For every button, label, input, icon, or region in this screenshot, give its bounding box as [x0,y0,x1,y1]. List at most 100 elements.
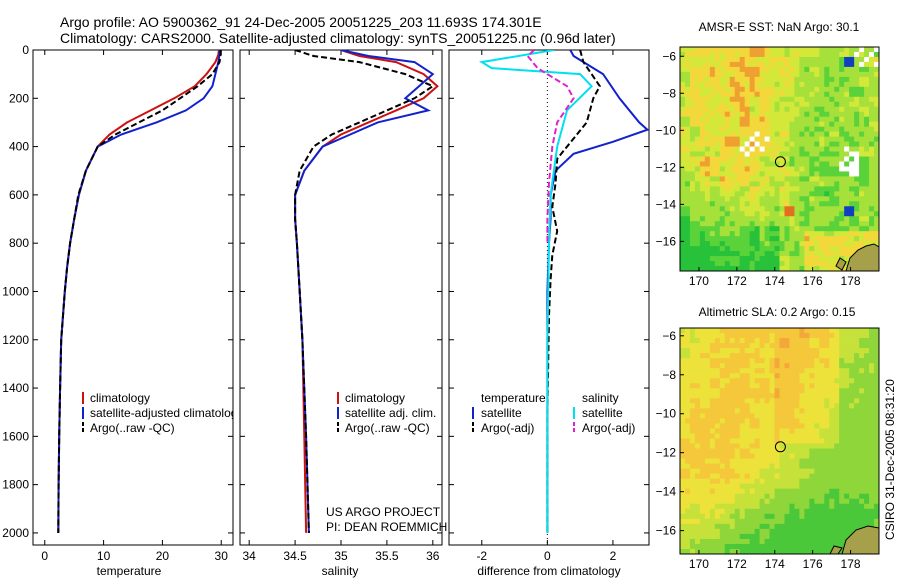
heatmap-cell [784,116,790,123]
heatmap-cell [814,513,820,520]
heatmap-cell [809,523,815,530]
heatmap-cell [749,251,756,257]
heatmap-cell [764,538,770,545]
heatmap-cell [739,141,746,147]
heatmap-cell [809,261,815,267]
heatmap-cell [759,131,765,137]
heatmap-cell [864,423,870,429]
heatmap-cell [719,47,726,53]
heatmap-cell [764,66,770,73]
heatmap-cell [859,438,865,444]
heatmap-cell [764,166,770,172]
heatmap-cell [839,448,845,454]
heatmap-cell [694,216,701,222]
heatmap-cell [714,186,721,192]
heatmap-cell [719,211,726,217]
heatmap-cell [689,196,696,202]
heatmap-cell [799,261,805,267]
heatmap-cell [804,513,810,520]
heatmap-cell [814,236,820,242]
heatmap-cell [744,348,751,354]
heatmap-cell [804,121,810,128]
heatmap-cell [714,136,721,142]
sla-map-panel: Altimetric SLA: 0.2 Argo: 0.15 170 172 174… [656,305,880,571]
heatmap-cell [684,151,691,157]
heatmap-cell [779,81,785,88]
heatmap-cell [774,543,780,550]
heatmap-cell [689,523,696,530]
heatmap-cell [869,423,875,429]
heatmap-cell [854,61,860,68]
heatmap-cell [684,508,691,515]
heatmap-cell [774,106,780,113]
heatmap-cell [804,468,810,475]
heatmap-cell [769,256,775,262]
heatmap-cell [874,191,879,197]
heatmap-cell [739,126,746,133]
heatmap-cell [754,161,761,167]
heatmap-cell [744,146,751,152]
heatmap-cell [769,266,775,271]
heatmap-cell [809,518,815,525]
heatmap-cell [824,201,830,207]
heatmap-cell [754,358,761,364]
heatmap-cell [739,448,746,454]
heatmap-cell [849,403,855,409]
heatmap-cell [874,403,879,409]
heatmap-cell [834,91,840,98]
heatmap-cell [729,56,736,63]
heatmap-cell [844,256,850,262]
heatmap-cell [844,513,850,520]
heatmap-cell [794,483,800,490]
heatmap-cell [749,463,756,470]
heatmap-cell [789,51,795,58]
heatmap-cell [739,363,746,369]
heatmap-cell [809,403,815,409]
heatmap-cell [784,146,790,152]
heatmap-cell [799,418,805,424]
heatmap-cell [719,523,726,530]
heatmap-cell [734,226,741,232]
heatmap-cell [739,146,746,152]
heatmap-cell [709,383,716,389]
heatmap-cell [819,383,825,389]
heatmap-cell [864,478,870,485]
heatmap-cell [784,91,790,98]
heatmap-cell [799,47,805,53]
heatmap-cell [689,438,696,444]
heatmap-cell [684,226,691,232]
heatmap-cell [814,51,820,58]
heatmap-cell [804,398,810,404]
x-tick-label: 172 [727,274,747,288]
heatmap-cell [739,503,746,510]
heatmap-cell [819,186,825,192]
heatmap-cell [699,211,706,217]
heatmap-cell [829,373,835,379]
heatmap-cell [724,458,731,464]
heatmap-cell [784,448,790,454]
heatmap-cell [769,478,775,485]
heatmap-cell [739,353,746,359]
heatmap-cell [739,548,746,554]
heatmap-cell [789,151,795,157]
heatmap-cell [874,383,879,389]
salinity-axes [239,49,443,546]
heatmap-cell [794,56,800,63]
heatmap-cell [759,146,765,152]
heatmap-cell [749,71,756,78]
heatmap-cell [854,156,860,162]
salinity-panel: 34 34.5 35 35.5 36 salinity climatology sate… [239,49,447,578]
heatmap-cell [709,196,716,202]
heatmap-cell [719,191,726,197]
heatmap-cell [814,458,820,464]
heatmap-cell [784,246,790,252]
temperature-ticks: 0 10 20 30020040060080010001200140016001800… [2,43,233,563]
heatmap-cell [734,146,741,152]
heatmap-cell [749,166,756,172]
heatmap-cell [869,71,875,78]
heatmap-cell [829,453,835,459]
heatmap-cell [754,348,761,354]
heatmap-cell [809,433,815,439]
heatmap-cell [829,443,835,449]
heatmap-cell [764,543,770,550]
